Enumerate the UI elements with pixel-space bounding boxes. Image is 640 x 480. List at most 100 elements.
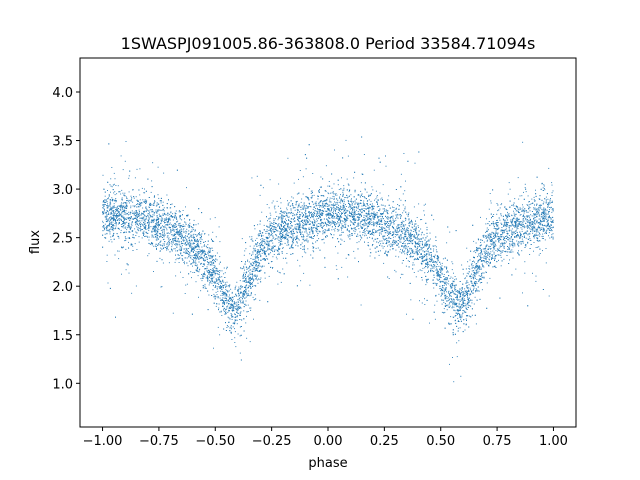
scatter-point (109, 224, 110, 225)
scatter-point (230, 288, 232, 290)
scatter-point (538, 205, 540, 207)
scatter-point (243, 254, 245, 256)
scatter-point (533, 250, 534, 252)
scatter-point (408, 250, 410, 252)
scatter-point (549, 215, 550, 217)
scatter-point (536, 246, 538, 248)
scatter-point (469, 305, 471, 307)
scatter-point (374, 199, 375, 201)
scatter-point (527, 221, 529, 223)
scatter-point (215, 281, 217, 283)
scatter-point (156, 205, 158, 207)
scatter-point (294, 226, 296, 228)
scatter-point (511, 221, 513, 223)
scatter-point (188, 224, 189, 226)
scatter-point (221, 276, 223, 278)
scatter-point (195, 246, 197, 248)
scatter-point (216, 294, 218, 296)
scatter-point (116, 206, 118, 208)
scatter-point (269, 228, 271, 230)
scatter-point (426, 282, 428, 284)
scatter-point (136, 249, 138, 250)
scatter-point (133, 206, 135, 208)
scatter-point (326, 205, 328, 207)
scatter-point (255, 278, 257, 280)
scatter-point (188, 245, 190, 247)
scatter-point (488, 221, 490, 222)
scatter-point (348, 191, 350, 193)
scatter-point (305, 210, 307, 212)
scatter-point (529, 224, 531, 226)
scatter-point (458, 340, 460, 342)
scatter-point (191, 229, 193, 231)
scatter-point (485, 259, 487, 261)
scatter-point (359, 224, 361, 226)
scatter-point (498, 247, 500, 249)
scatter-point (429, 238, 431, 240)
scatter-point (542, 220, 543, 222)
scatter-point (511, 249, 513, 251)
scatter-point (545, 248, 547, 249)
scatter-point (266, 240, 268, 242)
scatter-point (436, 268, 438, 270)
scatter-point (181, 248, 183, 250)
scatter-point (156, 236, 158, 238)
scatter-point (511, 241, 513, 243)
scatter-point (302, 246, 304, 248)
scatter-point (143, 214, 145, 216)
scatter-point (445, 281, 447, 283)
scatter-point (242, 300, 244, 302)
scatter-point (266, 241, 268, 243)
scatter-point (416, 237, 418, 238)
scatter-point (283, 211, 285, 212)
scatter-point (451, 283, 452, 285)
scatter-point (249, 295, 251, 297)
scatter-point (477, 280, 479, 282)
scatter-point (410, 229, 412, 231)
scatter-point (263, 250, 265, 252)
scatter-point (542, 233, 544, 235)
scatter-point (257, 282, 259, 284)
scatter-point (259, 299, 261, 301)
scatter-point (186, 228, 188, 230)
scatter-point (496, 225, 497, 227)
scatter-point (209, 247, 211, 249)
scatter-point (530, 214, 532, 216)
scatter-point (527, 216, 529, 218)
scatter-point (331, 220, 333, 222)
scatter-point (322, 239, 324, 241)
scatter-point (526, 233, 527, 235)
scatter-point (477, 290, 479, 292)
scatter-point (188, 230, 190, 232)
scatter-point (143, 192, 145, 194)
scatter-point (533, 222, 535, 224)
scatter-point (550, 218, 552, 220)
scatter-point (468, 265, 470, 267)
scatter-point (459, 310, 461, 311)
scatter-point (199, 237, 201, 239)
scatter-point (524, 232, 525, 234)
scatter-point (219, 270, 221, 272)
scatter-point (474, 250, 476, 252)
scatter-point (369, 213, 371, 215)
scatter-point (172, 238, 173, 240)
scatter-point (110, 191, 111, 193)
scatter-point (342, 200, 344, 202)
scatter-point (374, 222, 376, 223)
scatter-point (203, 245, 205, 247)
scatter-point (357, 213, 359, 215)
scatter-point (196, 255, 198, 257)
scatter-point (102, 213, 104, 215)
scatter-point (212, 231, 214, 233)
scatter-point (386, 210, 387, 212)
scatter-point (425, 245, 427, 246)
scatter-point (316, 210, 318, 212)
scatter-point (194, 230, 196, 232)
scatter-point (335, 222, 336, 224)
scatter-point (287, 157, 289, 159)
scatter-point (436, 261, 438, 263)
scatter-point (504, 251, 506, 252)
scatter-point (134, 228, 136, 230)
scatter-point (158, 197, 160, 199)
scatter-point (143, 219, 145, 221)
